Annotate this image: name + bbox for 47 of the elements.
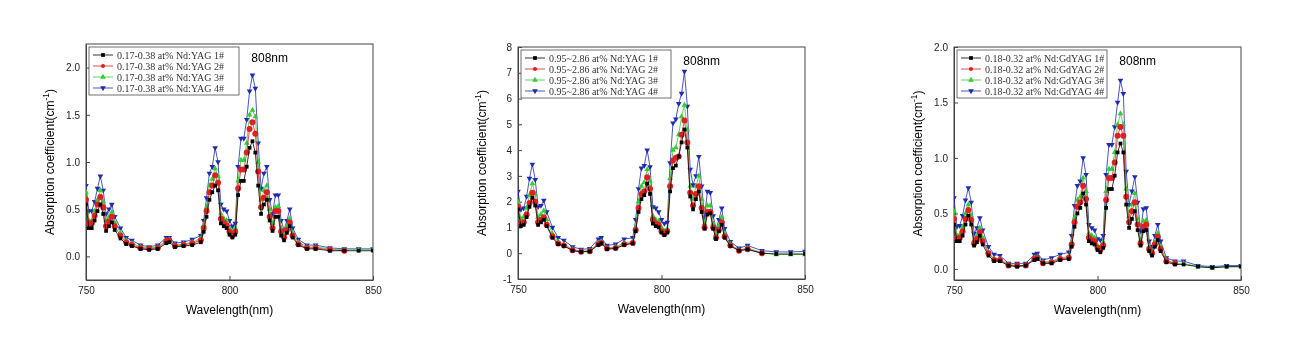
legend-label: 0.18-0.32 at% Nd:GdYAG 2# — [985, 63, 1105, 75]
legend-label: 0.17-0.38 at% Nd:YAG 1# — [117, 49, 224, 61]
legend-label: 0.95~2.86 at% Nd:YAG 4# — [549, 85, 659, 97]
y-tick-label: 1.5 — [934, 97, 949, 109]
y-tick-label: 8 — [506, 41, 513, 53]
x-tick-label: 750 — [510, 284, 528, 296]
x-tick-label: 800 — [653, 284, 671, 296]
legend-label: 0.18-0.32 at% Nd:GdYAG 4# — [985, 85, 1105, 97]
annotation: 808nm — [1119, 54, 1157, 69]
x-tick-label: 800 — [221, 285, 239, 297]
legend-label: 0.17-0.38 at% Nd:YAG 4# — [117, 82, 224, 94]
y-tick-label: 2 — [506, 196, 513, 208]
y-tick-label: 1.0 — [66, 156, 81, 168]
y-tick-label: 0.0 — [66, 251, 81, 263]
x-tick-label: 850 — [365, 285, 383, 297]
x-tick-label: 850 — [797, 284, 815, 296]
x-axis-title: Wavelength(nm) — [1053, 303, 1142, 317]
y-tick-label: 5 — [506, 119, 513, 131]
y-tick-label: 4 — [506, 144, 513, 156]
y-tick-label: 1 — [506, 222, 513, 234]
annotation: 808nm — [251, 51, 289, 66]
y-tick-label: -1 — [503, 273, 513, 285]
y-tick-label: 0 — [506, 247, 513, 259]
x-tick-label: 750 — [946, 285, 964, 297]
x-tick-label: 850 — [1233, 285, 1251, 297]
legend-label: 0.18-0.32 at% Nd:GdYAG 1# — [985, 52, 1105, 64]
legend-label: 0.18-0.32 at% Nd:GdYAG 3# — [985, 74, 1105, 86]
x-tick-label: 800 — [1089, 285, 1107, 297]
legend-label: 0.95~2.86 at% Nd:YAG 1# — [549, 52, 659, 64]
x-axis-title: Wavelength(nm) — [617, 302, 706, 316]
y-tick-label: 0.5 — [934, 208, 949, 220]
y-tick-label: 6 — [506, 93, 513, 105]
legend-label: 0.95~2.86 at% Nd:YAG 2# — [549, 63, 659, 75]
y-tick-label: 2.0 — [66, 62, 81, 74]
y-tick-label: 3 — [506, 170, 513, 182]
y-tick-label: 1.5 — [66, 109, 81, 121]
legend-label: 0.17-0.38 at% Nd:YAG 3# — [117, 71, 224, 83]
x-axis-title: Wavelength(nm) — [185, 303, 274, 317]
legend-label: 0.95~2.86 at% Nd:YAG 3# — [549, 74, 659, 86]
y-tick-label: 0.0 — [934, 263, 949, 275]
x-tick-label: 750 — [78, 285, 96, 297]
y-tick-label: 0.5 — [66, 203, 81, 215]
y-tick-label: 7 — [506, 67, 513, 79]
y-tick-label: 2.0 — [934, 41, 949, 53]
annotation: 808nm — [683, 54, 721, 69]
legend-label: 0.17-0.38 at% Nd:YAG 2# — [117, 60, 224, 72]
y-tick-label: 1.0 — [934, 152, 949, 164]
